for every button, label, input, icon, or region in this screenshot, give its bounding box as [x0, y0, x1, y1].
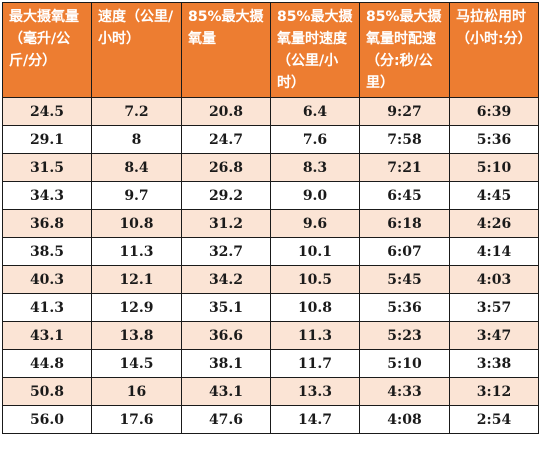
- table-row: 29.1 8 24.7 7.6 7:58 5:36: [2, 125, 539, 154]
- cell-speed: 13.8: [91, 321, 182, 350]
- cell-85-pace: 7:21: [359, 153, 450, 182]
- table-row: 41.3 12.9 35.1 10.8 5:36 3:57: [2, 293, 539, 322]
- cell-marathon-time: 3:57: [449, 293, 539, 322]
- cell-85-speed: 8.3: [270, 153, 360, 182]
- cell-speed: 8.4: [91, 153, 182, 182]
- cell-marathon-time: 2:54: [449, 405, 539, 434]
- cell-85-speed: 9.6: [270, 209, 360, 238]
- header-85-speed: 85%最大摄氧量时速度（公里/小时）: [270, 2, 360, 98]
- cell-85-speed: 10.1: [270, 237, 360, 266]
- table-header: 最大摄氧量（毫升/公斤/分） 速度（公里/小时） 85%最大摄氧量 85%最大摄…: [2, 2, 539, 98]
- cell-85-vo2max: 43.1: [181, 377, 271, 406]
- cell-speed: 17.6: [91, 405, 182, 434]
- header-85-pace: 85%最大摄氧量时配速（分:秒/公里）: [359, 2, 450, 98]
- cell-speed: 12.1: [91, 265, 182, 294]
- cell-85-speed: 14.7: [270, 405, 360, 434]
- cell-85-pace: 5:23: [359, 321, 450, 350]
- cell-vo2max: 44.8: [2, 349, 92, 378]
- table-row: 38.5 11.3 32.7 10.1 6:07 4:14: [2, 237, 539, 266]
- cell-85-pace: 4:08: [359, 405, 450, 434]
- cell-vo2max: 50.8: [2, 377, 92, 406]
- cell-85-speed: 11.3: [270, 321, 360, 350]
- cell-85-speed: 10.8: [270, 293, 360, 322]
- cell-85-pace: 6:07: [359, 237, 450, 266]
- cell-speed: 7.2: [91, 97, 182, 126]
- table-row: 31.5 8.4 26.8 8.3 7:21 5:10: [2, 153, 539, 182]
- cell-85-pace: 9:27: [359, 97, 450, 126]
- cell-marathon-time: 5:36: [449, 125, 539, 154]
- table-row: 40.3 12.1 34.2 10.5 5:45 4:03: [2, 265, 539, 294]
- cell-marathon-time: 4:14: [449, 237, 539, 266]
- cell-85-pace: 6:45: [359, 181, 450, 210]
- cell-vo2max: 38.5: [2, 237, 92, 266]
- cell-speed: 11.3: [91, 237, 182, 266]
- header-vo2max: 最大摄氧量（毫升/公斤/分）: [2, 2, 92, 98]
- vo2max-pace-table: 最大摄氧量（毫升/公斤/分） 速度（公里/小时） 85%最大摄氧量 85%最大摄…: [2, 2, 539, 434]
- cell-marathon-time: 4:26: [449, 209, 539, 238]
- cell-marathon-time: 3:12: [449, 377, 539, 406]
- header-speed: 速度（公里/小时）: [91, 2, 182, 98]
- cell-85-speed: 6.4: [270, 97, 360, 126]
- cell-vo2max: 34.3: [2, 181, 92, 210]
- cell-85-vo2max: 35.1: [181, 293, 271, 322]
- cell-marathon-time: 4:03: [449, 265, 539, 294]
- cell-marathon-time: 3:38: [449, 349, 539, 378]
- vo2max-pace-table-container: 最大摄氧量（毫升/公斤/分） 速度（公里/小时） 85%最大摄氧量 85%最大摄…: [2, 2, 539, 434]
- cell-vo2max: 56.0: [2, 405, 92, 434]
- cell-85-vo2max: 32.7: [181, 237, 271, 266]
- cell-vo2max: 24.5: [2, 97, 92, 126]
- cell-85-vo2max: 29.2: [181, 181, 271, 210]
- table-row: 24.5 7.2 20.8 6.4 9:27 6:39: [2, 97, 539, 126]
- cell-marathon-time: 3:47: [449, 321, 539, 350]
- cell-vo2max: 43.1: [2, 321, 92, 350]
- cell-speed: 12.9: [91, 293, 182, 322]
- cell-85-vo2max: 38.1: [181, 349, 271, 378]
- cell-vo2max: 41.3: [2, 293, 92, 322]
- table-row: 44.8 14.5 38.1 11.7 5:10 3:38: [2, 349, 539, 378]
- cell-vo2max: 29.1: [2, 125, 92, 154]
- cell-85-pace: 7:58: [359, 125, 450, 154]
- cell-marathon-time: 5:10: [449, 153, 539, 182]
- cell-speed: 16: [91, 377, 182, 406]
- cell-85-speed: 10.5: [270, 265, 360, 294]
- header-85-vo2max: 85%最大摄氧量: [181, 2, 271, 98]
- cell-speed: 10.8: [91, 209, 182, 238]
- table-body: 24.5 7.2 20.8 6.4 9:27 6:39 29.1 8 24.7 7.6 7:58 5:…: [2, 97, 539, 434]
- table-row: 34.3 9.7 29.2 9.0 6:45 4:45: [2, 181, 539, 210]
- cell-speed: 8: [91, 125, 182, 154]
- cell-85-pace: 5:36: [359, 293, 450, 322]
- cell-vo2max: 40.3: [2, 265, 92, 294]
- cell-85-vo2max: 47.6: [181, 405, 271, 434]
- cell-85-pace: 5:45: [359, 265, 450, 294]
- cell-vo2max: 36.8: [2, 209, 92, 238]
- cell-speed: 9.7: [91, 181, 182, 210]
- cell-speed: 14.5: [91, 349, 182, 378]
- cell-85-speed: 7.6: [270, 125, 360, 154]
- cell-85-speed: 9.0: [270, 181, 360, 210]
- cell-85-vo2max: 26.8: [181, 153, 271, 182]
- cell-vo2max: 31.5: [2, 153, 92, 182]
- table-row: 56.0 17.6 47.6 14.7 4:08 2:54: [2, 405, 539, 434]
- cell-85-pace: 4:33: [359, 377, 450, 406]
- table-row: 36.8 10.8 31.2 9.6 6:18 4:26: [2, 209, 539, 238]
- cell-85-vo2max: 31.2: [181, 209, 271, 238]
- table-row: 50.8 16 43.1 13.3 4:33 3:12: [2, 377, 539, 406]
- table-row: 43.1 13.8 36.6 11.3 5:23 3:47: [2, 321, 539, 350]
- header-row: 最大摄氧量（毫升/公斤/分） 速度（公里/小时） 85%最大摄氧量 85%最大摄…: [2, 2, 539, 98]
- cell-85-pace: 6:18: [359, 209, 450, 238]
- cell-85-vo2max: 24.7: [181, 125, 271, 154]
- header-marathon-time: 马拉松用时（小时:分）: [449, 2, 539, 98]
- cell-85-vo2max: 36.6: [181, 321, 271, 350]
- cell-marathon-time: 6:39: [449, 97, 539, 126]
- cell-85-vo2max: 34.2: [181, 265, 271, 294]
- cell-85-pace: 5:10: [359, 349, 450, 378]
- cell-marathon-time: 4:45: [449, 181, 539, 210]
- cell-85-speed: 11.7: [270, 349, 360, 378]
- cell-85-vo2max: 20.8: [181, 97, 271, 126]
- cell-85-speed: 13.3: [270, 377, 360, 406]
